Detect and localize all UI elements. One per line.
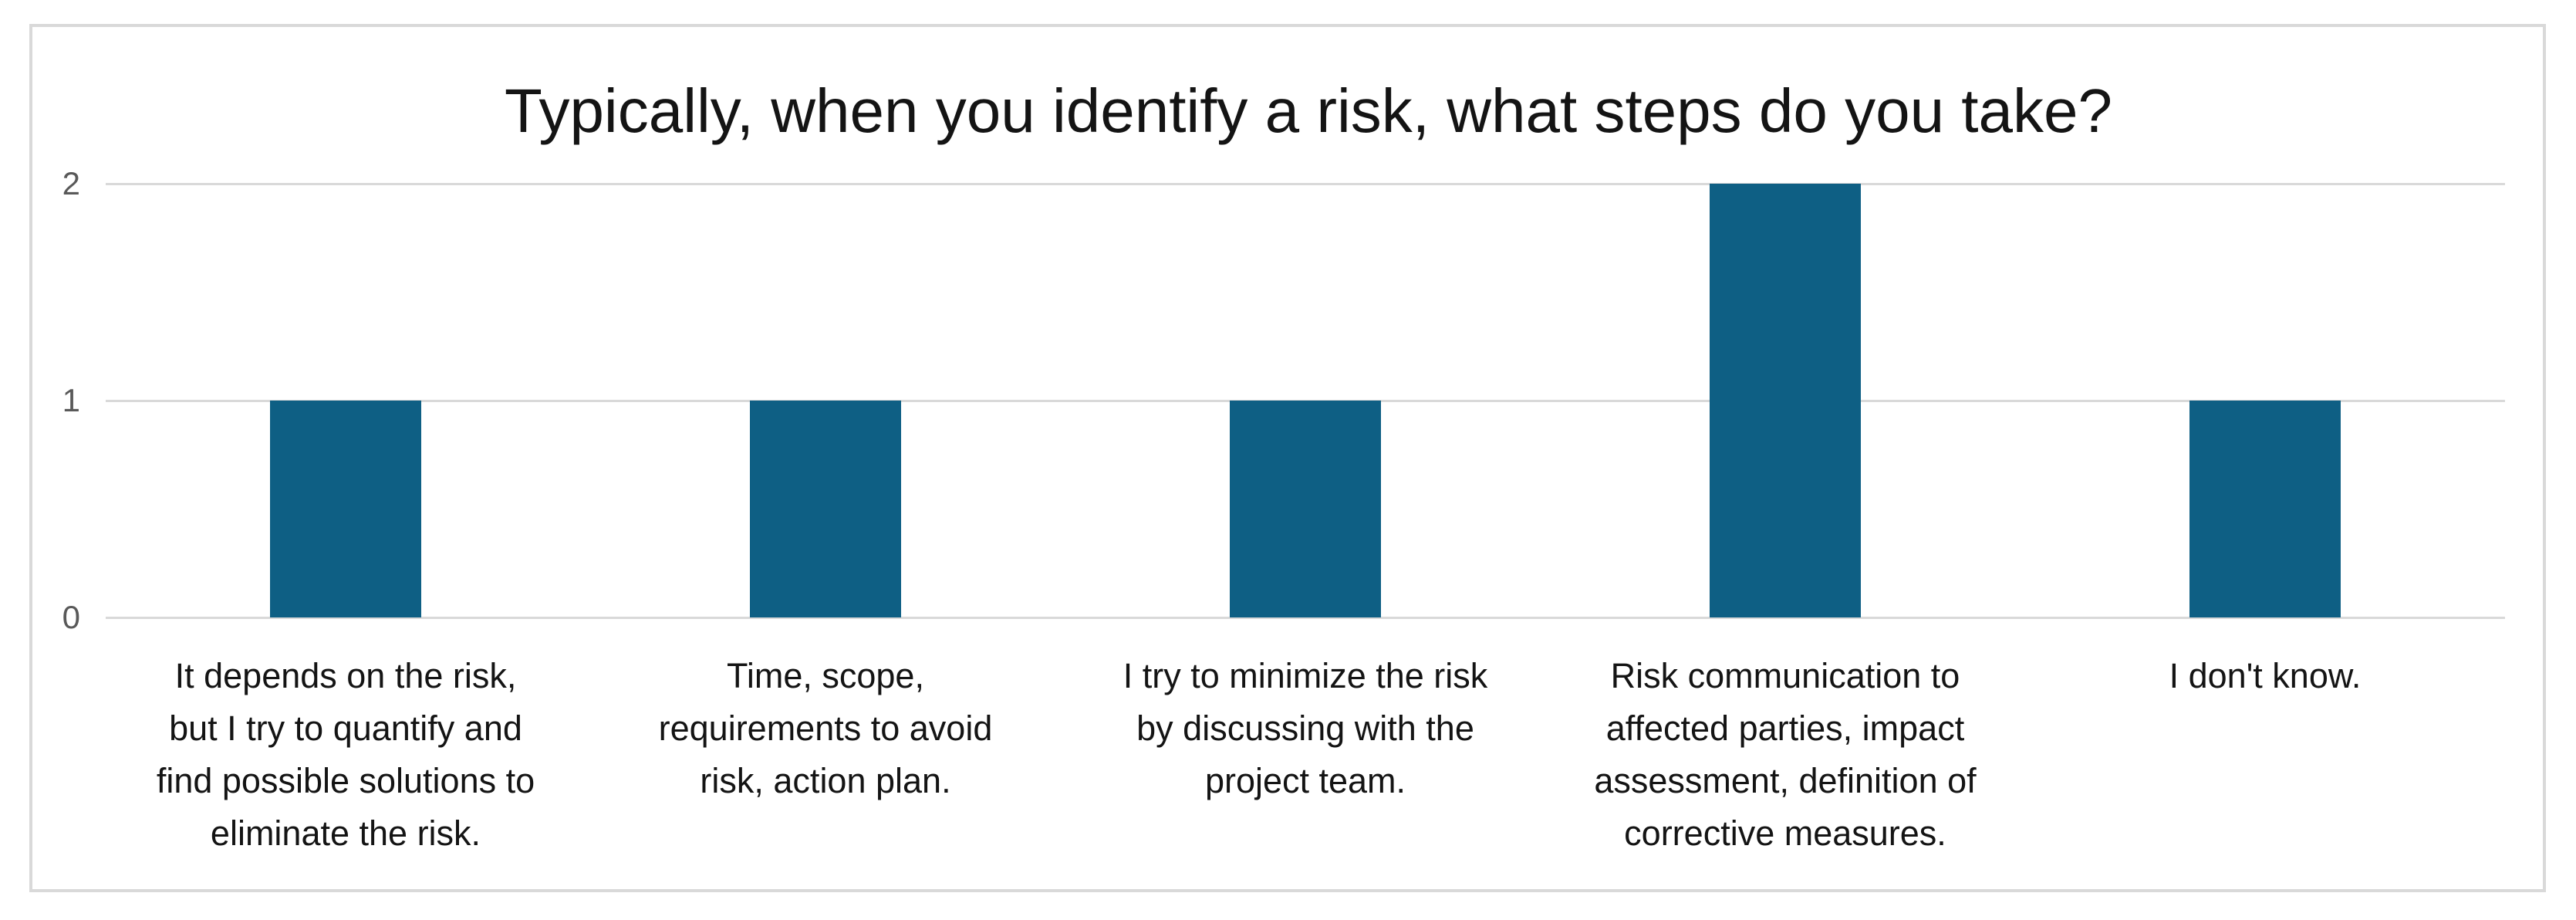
chart-frame: Typically, when you identify a risk, wha… bbox=[29, 24, 2546, 892]
gridline-y-2 bbox=[106, 183, 2505, 185]
category-label-line: assessment, definition of bbox=[1594, 761, 1977, 800]
category-label-line: I don't know. bbox=[2169, 656, 2362, 695]
gridline-y-0 bbox=[106, 617, 2505, 619]
category-label-line: risk, action plan. bbox=[700, 761, 951, 800]
y-tick-label-2: 2 bbox=[62, 165, 80, 201]
category-label-line: corrective measures. bbox=[1624, 813, 1946, 853]
category-label-line: affected parties, impact bbox=[1605, 709, 1965, 748]
category-label-line: find possible solutions to bbox=[156, 761, 535, 800]
bar-3 bbox=[1230, 401, 1381, 617]
y-tick-label-1: 1 bbox=[62, 382, 80, 418]
category-label-line: I try to minimize the risk bbox=[1123, 656, 1488, 695]
category-label-5: I don't know. bbox=[2025, 650, 2505, 702]
category-label-line: project team. bbox=[1204, 761, 1406, 800]
category-label-line: eliminate the risk. bbox=[210, 813, 481, 853]
bar-1 bbox=[270, 401, 421, 617]
category-label-2: Time, scope, requirements to avoid risk, a… bbox=[586, 650, 1065, 807]
category-label-line: but I try to quantify and bbox=[169, 709, 522, 748]
bar-2 bbox=[750, 401, 901, 617]
category-label-line: Time, scope, bbox=[727, 656, 924, 695]
bar-4 bbox=[1710, 184, 1861, 617]
category-label-4: Risk communication to affected parties, i… bbox=[1545, 650, 2025, 860]
category-label-1: It depends on the risk, but I try to quan… bbox=[106, 650, 586, 860]
category-label-line: requirements to avoid bbox=[658, 709, 993, 748]
category-label-3: I try to minimize the risk by discussing … bbox=[1065, 650, 1545, 807]
bar-5 bbox=[2189, 401, 2341, 617]
category-label-line: by discussing with the bbox=[1136, 709, 1474, 748]
category-label-line: Risk communication to bbox=[1610, 656, 1960, 695]
category-label-line: It depends on the risk, bbox=[174, 656, 517, 695]
chart-title: Typically, when you identify a risk, wha… bbox=[504, 76, 2113, 145]
y-tick-label-0: 0 bbox=[62, 599, 80, 635]
